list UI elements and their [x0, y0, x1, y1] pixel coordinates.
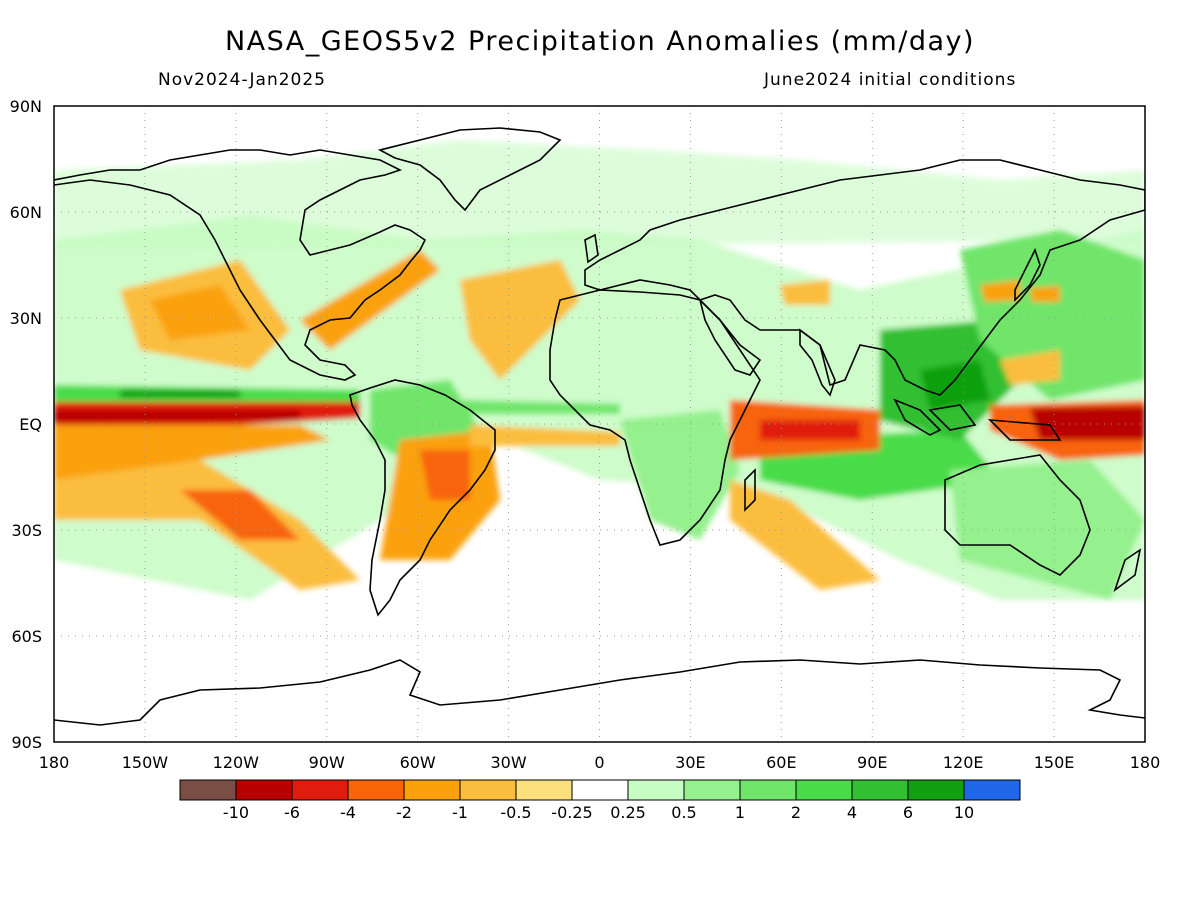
- colorbar-swatch: [403, 779, 461, 801]
- colorbar-swatch: [683, 779, 741, 801]
- x-tick-label: 30W: [490, 753, 526, 772]
- colorbar-label: 6: [903, 803, 913, 822]
- colorbar-label: 0.25: [610, 803, 646, 822]
- x-tick-label: 0: [594, 753, 604, 772]
- colorbar-swatch: [907, 779, 965, 801]
- colorbar-swatch: [571, 779, 629, 801]
- colorbar-label: -6: [284, 803, 300, 822]
- x-tick-label: 120W: [213, 753, 260, 772]
- colorbar-swatch: [627, 779, 685, 801]
- colorbar-label: 4: [847, 803, 857, 822]
- x-tick-label: 150E: [1034, 753, 1075, 772]
- colorbar-swatch: [179, 779, 237, 801]
- colorbar-label: -1: [452, 803, 468, 822]
- colorbar-swatch: [795, 779, 853, 801]
- x-tick-label: 180: [1130, 753, 1161, 772]
- colorbar-label: -0.25: [551, 803, 592, 822]
- colorbar-swatch: [963, 779, 1021, 801]
- plot-frame: [53, 105, 1146, 743]
- y-axis: 90N 60N 30N EQ 30S 60S 90S: [10, 97, 42, 752]
- y-tick-label: 90N: [10, 97, 42, 116]
- colorbar-label: -4: [340, 803, 356, 822]
- colorbar-label: -0.5: [500, 803, 531, 822]
- forecast-period: Nov2024-Jan2025: [158, 70, 326, 90]
- colorbar-label: 1: [735, 803, 745, 822]
- x-tick-label: 180: [39, 753, 70, 772]
- page-title: NASA_GEOS5v2 Precipitation Anomalies (mm…: [224, 26, 976, 57]
- colorbar-label: 2: [791, 803, 801, 822]
- colorbar-swatch: [459, 779, 517, 801]
- anomaly-field: [54, 140, 1145, 600]
- colorbar: -10 -6 -4 -2 -1 -0.5 -0.25 0.25 0.5 1 2 4 6 10: [179, 779, 1021, 822]
- y-tick-label: 30S: [11, 521, 42, 540]
- colorbar-label: 10: [954, 803, 974, 822]
- colorbar-label: 0.5: [671, 803, 696, 822]
- coastlines: [54, 127, 1145, 726]
- x-tick-label: 60W: [400, 753, 436, 772]
- x-tick-label: 30E: [675, 753, 705, 772]
- y-tick-label: 90S: [11, 733, 42, 752]
- x-tick-label: 90W: [309, 753, 345, 772]
- x-tick-label: 150W: [122, 753, 169, 772]
- x-tick-label: 120E: [943, 753, 984, 772]
- x-tick-label: 90E: [857, 753, 887, 772]
- colorbar-swatch: [515, 779, 573, 801]
- y-tick-label: 30N: [10, 309, 42, 328]
- x-tick-label: 60E: [766, 753, 796, 772]
- colorbar-swatch: [235, 779, 293, 801]
- y-tick-label: 60N: [10, 203, 42, 222]
- colorbar-label: -10: [223, 803, 249, 822]
- colorbar-swatch: [739, 779, 797, 801]
- colorbar-swatch: [291, 779, 349, 801]
- colorbar-swatch: [851, 779, 909, 801]
- initial-conditions: June2024 initial conditions: [764, 70, 1017, 90]
- colorbar-label: -2: [396, 803, 412, 822]
- graticule: [54, 106, 1145, 742]
- y-tick-label: 60S: [11, 627, 42, 646]
- y-tick-label: EQ: [19, 415, 42, 434]
- colorbar-swatch: [347, 779, 405, 801]
- x-axis: 180 150W 120W 90W 60W 30W 0 30E 60E 90E 120E 150E 18…: [39, 753, 1161, 772]
